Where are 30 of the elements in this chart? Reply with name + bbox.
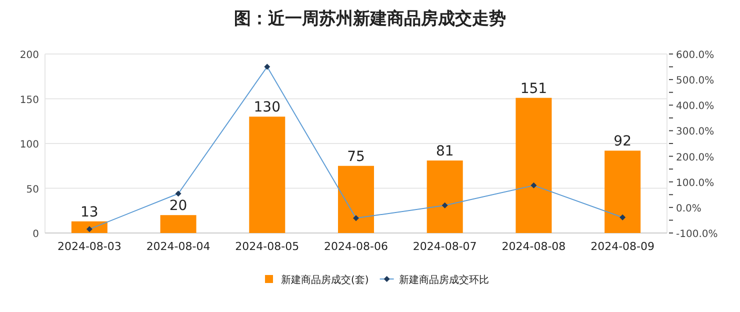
data-label: 20 <box>169 198 188 214</box>
xtick: 2024-08-08 <box>502 240 566 253</box>
data-label: 130 <box>254 100 280 116</box>
legend-label: 新建商品房成交环比 <box>398 275 489 286</box>
ytick: 0 <box>32 229 39 240</box>
xtick: 2024-08-07 <box>412 240 477 253</box>
ytick: 200 <box>20 50 39 61</box>
title: 图：近一周苏州新建商品房成交走势 <box>234 9 506 29</box>
y2tick: 600.0% <box>676 50 714 61</box>
y2tick: -100.0% <box>676 229 718 240</box>
data-label: 75 <box>347 148 365 165</box>
xtick: 2024-08-03 <box>57 240 122 253</box>
ytick: 50 <box>26 184 39 196</box>
xtick: 2024-08-05 <box>235 240 300 253</box>
y2tick: 300.0% <box>676 126 714 138</box>
ytick: 100 <box>20 140 39 150</box>
y2tick: 500.0% <box>676 76 714 87</box>
data-label: 81 <box>436 144 454 160</box>
ytick: 150 <box>20 94 39 106</box>
legend-label: 新建商品房成交(套) <box>281 275 369 286</box>
data-label: 151 <box>520 80 548 97</box>
y2tick: 100.0% <box>676 178 714 189</box>
xtick: 2024-08-09 <box>590 240 655 253</box>
y2tick: 0.0% <box>676 203 702 214</box>
xtick: 2024-08-04 <box>146 240 210 253</box>
y2tick: 200.0% <box>676 152 714 164</box>
y2tick: 400.0% <box>676 101 714 112</box>
xtick: 2024-08-06 <box>324 240 388 253</box>
data-label: 92 <box>614 134 632 150</box>
data-label: 13 <box>80 204 98 220</box>
